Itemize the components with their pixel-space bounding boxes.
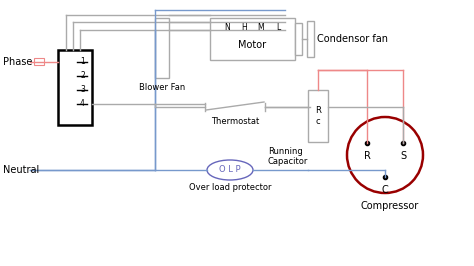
- Bar: [307, 21, 314, 57]
- Bar: [308, 90, 328, 142]
- Bar: [210, 18, 295, 60]
- Text: Phase: Phase: [3, 57, 32, 67]
- Bar: [295, 23, 302, 55]
- Text: R: R: [364, 151, 371, 161]
- Text: O L P: O L P: [219, 165, 241, 174]
- Bar: [34, 58, 44, 65]
- Text: S: S: [400, 151, 406, 161]
- Text: Neutral: Neutral: [3, 165, 39, 175]
- Text: R
c: R c: [315, 106, 321, 126]
- Text: N: N: [224, 23, 230, 31]
- Text: M: M: [258, 23, 264, 31]
- Text: Motor: Motor: [238, 40, 266, 50]
- Bar: [155, 18, 169, 78]
- Text: Compressor: Compressor: [361, 201, 419, 211]
- Text: Running
Capacitor: Running Capacitor: [268, 147, 309, 167]
- Circle shape: [347, 117, 423, 193]
- Text: 1: 1: [80, 57, 85, 66]
- Text: L: L: [276, 23, 280, 31]
- Text: Blower Fan: Blower Fan: [139, 83, 185, 92]
- Text: Thermostat: Thermostat: [211, 117, 259, 126]
- Text: H: H: [241, 23, 247, 31]
- Text: Condensor fan: Condensor fan: [317, 34, 388, 44]
- Text: 4: 4: [80, 99, 85, 109]
- Bar: [58, 50, 92, 125]
- Text: 2: 2: [80, 72, 85, 81]
- Text: C: C: [382, 185, 388, 195]
- Text: Over load protector: Over load protector: [189, 183, 271, 192]
- Text: 3: 3: [80, 85, 85, 94]
- Ellipse shape: [207, 160, 253, 180]
